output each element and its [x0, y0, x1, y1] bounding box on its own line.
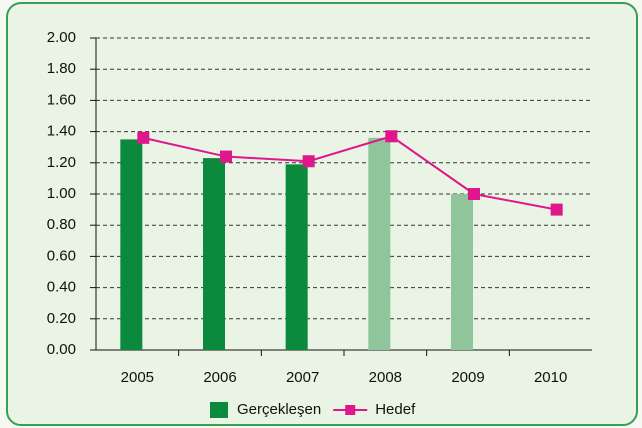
legend-label: Hedef	[375, 401, 416, 418]
bar	[203, 158, 225, 350]
legend-label: Gerçekleşen	[237, 401, 321, 418]
line-marker	[302, 155, 315, 168]
y-tick-label: 2.00	[47, 29, 76, 46]
bar	[368, 137, 391, 350]
x-tick-label: 2010	[534, 369, 567, 386]
line-marker	[468, 188, 480, 200]
line-marker	[550, 203, 563, 216]
y-tick-label: 0.20	[47, 310, 76, 327]
x-tick-label: 2005	[121, 369, 154, 386]
x-tick-label: 2009	[451, 369, 484, 386]
bar	[285, 164, 308, 350]
legend-swatch	[345, 405, 356, 415]
y-tick-label: 0.00	[47, 341, 76, 358]
y-tick-label: 0.60	[47, 247, 76, 264]
bar	[451, 194, 473, 350]
y-tick-label: 1.80	[47, 60, 76, 77]
line-marker	[385, 130, 398, 143]
y-tick-label: 1.20	[47, 154, 76, 171]
y-tick-label: 1.60	[47, 91, 76, 108]
line-marker	[220, 150, 232, 163]
panel	[6, 2, 638, 426]
line	[143, 135, 557, 211]
y-tick-label: 0.80	[47, 216, 76, 233]
y-tick-label: 1.40	[47, 123, 76, 140]
y-tick-label: 1.00	[47, 185, 76, 202]
x-tick-label: 2006	[203, 369, 236, 386]
x-tick-label: 2007	[286, 369, 319, 386]
legend-swatch	[210, 402, 228, 418]
x-tick-label: 2008	[369, 369, 402, 386]
line-marker	[137, 131, 150, 144]
bar	[120, 139, 143, 350]
y-tick-label: 0.40	[47, 279, 76, 296]
